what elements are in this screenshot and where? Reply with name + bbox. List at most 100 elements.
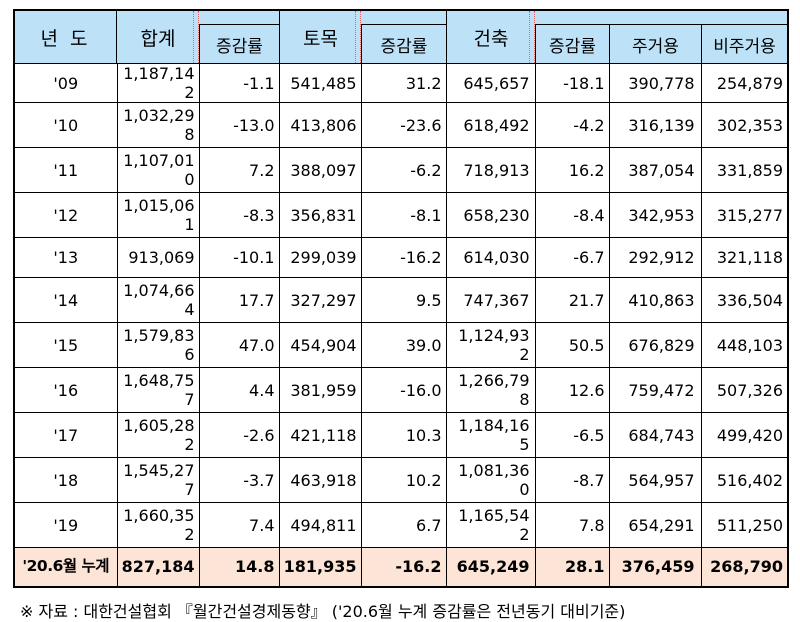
total-cell: 1,187,142 — [116, 64, 200, 103]
col-header-nonresidential: 비주거용 — [701, 11, 787, 63]
col-header-residential-label: 주거용 — [609, 24, 701, 63]
nonresidential-cell: 336,504 — [700, 277, 787, 323]
total-rate-cell: 47.0 — [198, 322, 280, 368]
civil-cell: 356,831 — [278, 192, 362, 238]
table-row: '19 1,660,352 7.4 494,811 6.7 1,165,542 … — [15, 502, 787, 548]
col-header-civil-rate-label: 증감률 — [361, 24, 446, 63]
building-cell: 645,657 — [445, 64, 536, 103]
col-header-civil: 토목 — [279, 11, 361, 63]
year-cell: '14 — [15, 277, 118, 323]
col-header-total-rate-label: 증감률 — [199, 24, 279, 63]
civil-cell: 299,039 — [278, 237, 362, 278]
year-cell: '17 — [15, 412, 118, 458]
civil-cell: 421,118 — [278, 412, 362, 458]
col-header-total-rate: 증감률 — [199, 11, 279, 63]
building-cell: 1,165,542 — [445, 502, 536, 548]
building-rate-cell: 50.5 — [534, 322, 610, 368]
total-rate-cell: 17.7 — [198, 277, 280, 323]
building-rate-cell: -8.7 — [534, 457, 610, 503]
building-cell: 1,184,165 — [445, 412, 536, 458]
col-header-building-rate: 증감률 — [535, 11, 609, 63]
residential-cell: 564,957 — [608, 457, 702, 503]
year-cell: '19 — [15, 502, 118, 548]
civil-cell: 454,904 — [278, 322, 362, 368]
total-rate-cell: -8.3 — [198, 192, 280, 238]
building-rate-cell: 16.2 — [534, 147, 610, 193]
building-rate-cell: 28.1 — [534, 547, 610, 586]
col-header-building-rate-label: 증감률 — [535, 24, 609, 63]
building-cell: 658,230 — [445, 192, 536, 238]
total-cell: 1,648,757 — [116, 367, 200, 413]
building-cell: 1,124,932 — [445, 322, 536, 368]
total-rate-cell: 7.2 — [198, 147, 280, 193]
nonresidential-cell: 268,790 — [700, 547, 787, 586]
total-rate-cell: -13.0 — [198, 102, 280, 148]
total-cell: 827,184 — [116, 547, 200, 586]
civil-rate-cell: 31.2 — [360, 64, 447, 103]
building-rate-cell: -6.7 — [534, 237, 610, 278]
col-header-building: 건축 — [446, 11, 535, 63]
total-rate-cell: -2.6 — [198, 412, 280, 458]
residential-cell: 376,459 — [608, 547, 702, 586]
building-rate-cell: -18.1 — [534, 64, 610, 103]
col-header-residential: 주거용 — [609, 11, 701, 63]
table-row: '18 1,545,277 -3.7 463,918 10.2 1,081,36… — [15, 457, 787, 503]
nonresidential-cell: 321,118 — [700, 237, 787, 278]
nonresidential-cell: 331,859 — [700, 147, 787, 193]
page-break-line — [534, 11, 535, 63]
total-cell: 1,660,352 — [116, 502, 200, 548]
table-row: '12 1,015,061 -8.3 356,831 -8.1 658,230 … — [15, 192, 787, 238]
year-cell: '15 — [15, 322, 118, 368]
page-break-line — [198, 11, 199, 63]
total-rate-cell: -3.7 — [198, 457, 280, 503]
civil-rate-cell: -16.0 — [360, 367, 447, 413]
total-rate-cell: 4.4 — [198, 367, 280, 413]
year-cell: '13 — [15, 237, 118, 278]
civil-cell: 463,918 — [278, 457, 362, 503]
residential-cell: 316,139 — [608, 102, 702, 148]
total-rate-cell: -10.1 — [198, 237, 280, 278]
building-cell: 645,249 — [445, 547, 536, 586]
civil-cell: 181,935 — [278, 547, 362, 586]
civil-cell: 388,097 — [278, 147, 362, 193]
building-rate-cell: 7.8 — [534, 502, 610, 548]
table-row: '16 1,648,757 4.4 381,959 -16.0 1,266,79… — [15, 367, 787, 413]
table-body: '09 1,187,142 -1.1 541,485 31.2 645,657 … — [15, 64, 787, 586]
civil-cell: 541,485 — [278, 64, 362, 103]
residential-cell: 684,743 — [608, 412, 702, 458]
table-total-row: '20.6월 누계 827,184 14.8 181,935 -16.2 645… — [15, 547, 787, 586]
total-rate-cell: 7.4 — [198, 502, 280, 548]
year-cell: '16 — [15, 367, 118, 413]
year-cell: '10 — [15, 102, 118, 148]
table-row: '10 1,032,298 -13.0 413,806 -23.6 618,49… — [15, 102, 787, 148]
table-row: '15 1,579,836 47.0 454,904 39.0 1,124,93… — [15, 322, 787, 368]
col-header-total: 합계 — [140, 27, 176, 50]
civil-rate-cell: -8.1 — [360, 192, 447, 238]
table-row: '17 1,605,282 -2.6 421,118 10.3 1,184,16… — [15, 412, 787, 458]
year-cell: '18 — [15, 457, 118, 503]
civil-cell: 494,811 — [278, 502, 362, 548]
civil-rate-cell: -16.2 — [360, 237, 447, 278]
nonresidential-cell: 254,879 — [700, 64, 787, 103]
civil-cell: 381,959 — [278, 367, 362, 413]
residential-cell: 387,054 — [608, 147, 702, 193]
residential-cell: 654,291 — [608, 502, 702, 548]
page-break-line — [355, 11, 356, 63]
residential-cell: 292,912 — [608, 237, 702, 278]
year-cell: '12 — [15, 192, 118, 238]
source-footnote: ※ 자료 : 대한건설협회 『월간건설경제동향』 ('20.6월 누계 증감률은… — [20, 601, 626, 621]
civil-rate-cell: 10.3 — [360, 412, 447, 458]
table-row: '13 913,069 -10.1 299,039 -16.2 614,030 … — [15, 237, 787, 278]
nonresidential-cell: 315,277 — [700, 192, 787, 238]
total-cell: 1,107,010 — [116, 147, 200, 193]
table-row: '09 1,187,142 -1.1 541,485 31.2 645,657 … — [15, 64, 787, 103]
building-cell: 718,913 — [445, 147, 536, 193]
civil-rate-cell: 10.2 — [360, 457, 447, 503]
building-rate-cell: -4.2 — [534, 102, 610, 148]
nonresidential-cell: 511,250 — [700, 502, 787, 548]
page-break-line — [193, 11, 194, 63]
civil-rate-cell: 6.7 — [360, 502, 447, 548]
building-cell: 614,030 — [445, 237, 536, 278]
total-cell: 1,032,298 — [116, 102, 200, 148]
nonresidential-cell: 516,402 — [700, 457, 787, 503]
